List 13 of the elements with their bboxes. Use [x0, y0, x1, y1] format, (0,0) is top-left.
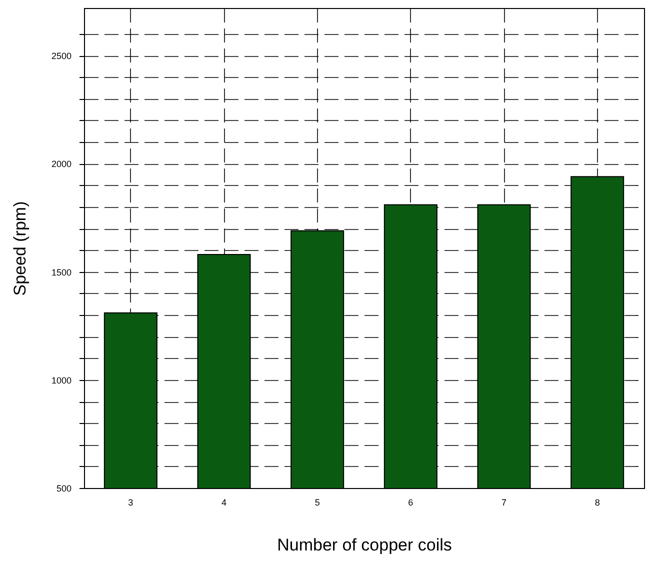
- y-axis-title: Speed (rpm): [10, 201, 30, 296]
- x-axis-title: Number of copper coils: [277, 536, 452, 554]
- x-tick-label: 6: [408, 498, 414, 508]
- x-tick-label: 3: [128, 498, 134, 508]
- y-tick-label: 2000: [51, 159, 72, 170]
- y-tick-label: 1000: [51, 375, 72, 386]
- y-tick-label: 2500: [51, 51, 72, 62]
- x-tick-label: 8: [594, 498, 600, 508]
- x-tick-label: 5: [314, 498, 320, 508]
- x-tick-label: 7: [501, 498, 507, 508]
- y-tick-label: 500: [56, 484, 72, 494]
- y-tick-label: 1500: [51, 267, 72, 278]
- x-tick-label: 4: [221, 498, 227, 508]
